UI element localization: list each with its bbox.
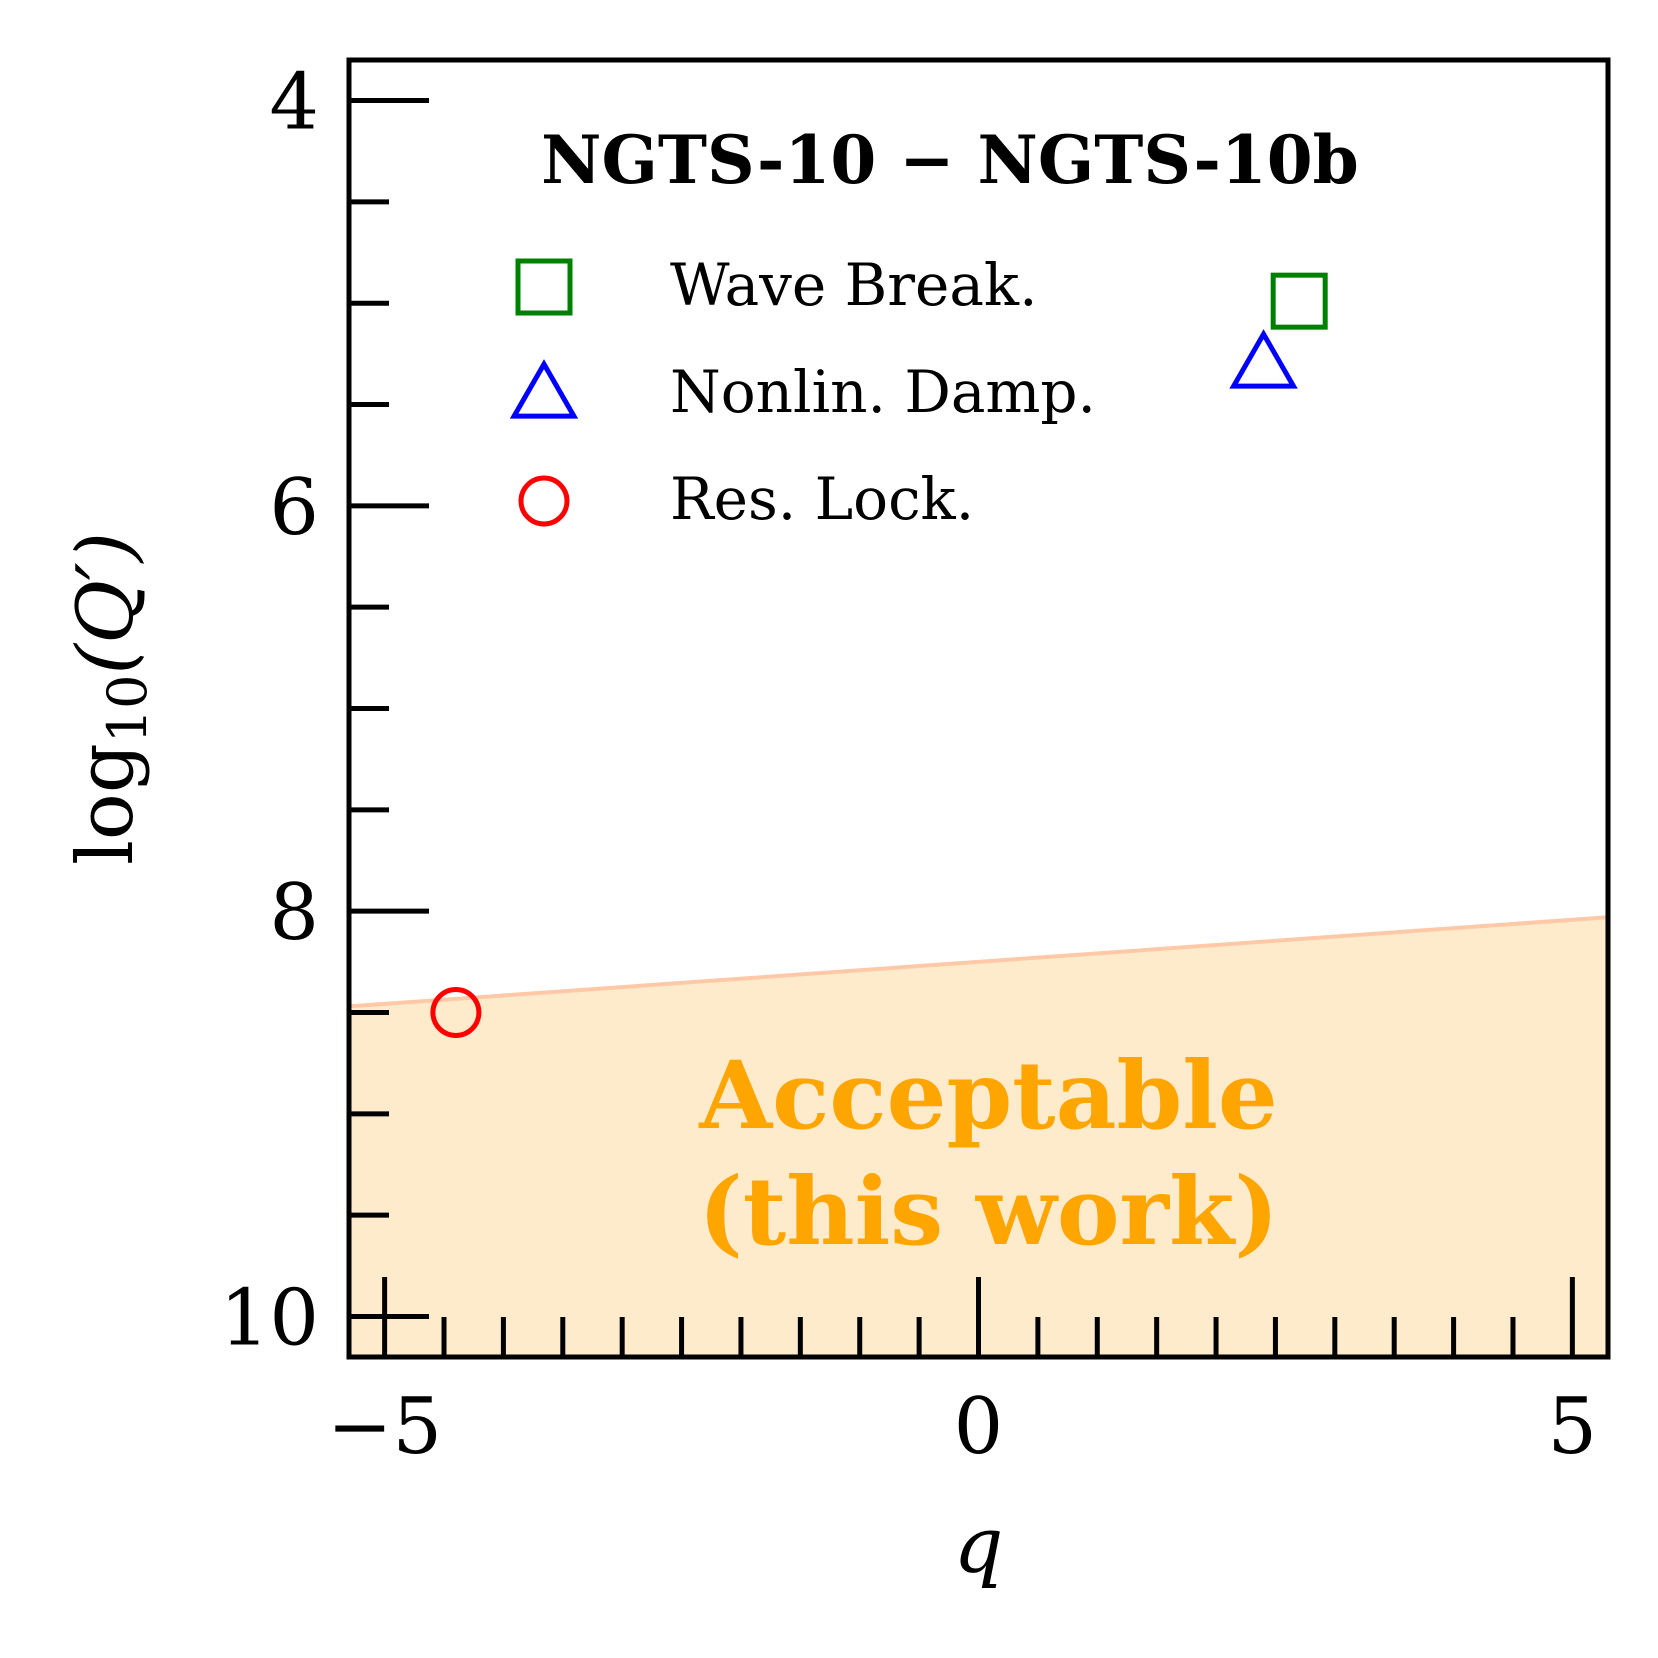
data-point-triangle [1229, 329, 1298, 389]
data-point-square [1270, 272, 1328, 330]
plot-frame [346, 57, 1611, 1360]
x-tick-label: 0 [954, 1382, 1004, 1472]
x-tick-label: 5 [1548, 1382, 1598, 1472]
region-label-acceptable: Acceptable [698, 1041, 1278, 1151]
axis-ticks [349, 98, 1575, 1357]
y-tick-label: 8 [269, 868, 319, 958]
x-axis-label: q [954, 1501, 1004, 1591]
legend-marker-square [515, 258, 573, 316]
y-tick-label: 4 [269, 58, 319, 148]
legend: Wave Break. Nonlin. Damp. Res. Lock. [509, 251, 1096, 533]
data-markers [430, 272, 1328, 1038]
y-axis-label-arg: (Q′) [61, 532, 151, 675]
y-axis-label-log: log [61, 743, 151, 865]
legend-label: Res. Lock. [670, 465, 974, 533]
y-axis-label-sub: 10 [96, 674, 159, 743]
y-tick-label: 6 [269, 463, 319, 553]
acceptable-region [349, 917, 1608, 1357]
legend-label: Wave Break. [670, 251, 1038, 319]
acceptable-boundary-line [348, 915, 1609, 1009]
y-tick-label: 10 [220, 1273, 319, 1363]
x-tick-label: −5 [327, 1382, 442, 1472]
legend-label: Nonlin. Damp. [670, 358, 1096, 426]
tick-labels: −5 0 5 4 6 8 10 [220, 58, 1597, 1472]
legend-marker-circle [518, 475, 570, 527]
data-point-circle [430, 986, 482, 1038]
region-label-this-work: (this work) [698, 1157, 1278, 1267]
chart-title: NGTS-10 − NGTS-10b [541, 121, 1359, 199]
y-axis-label: log10(Q′) [61, 532, 159, 865]
legend-marker-triangle [509, 359, 579, 419]
